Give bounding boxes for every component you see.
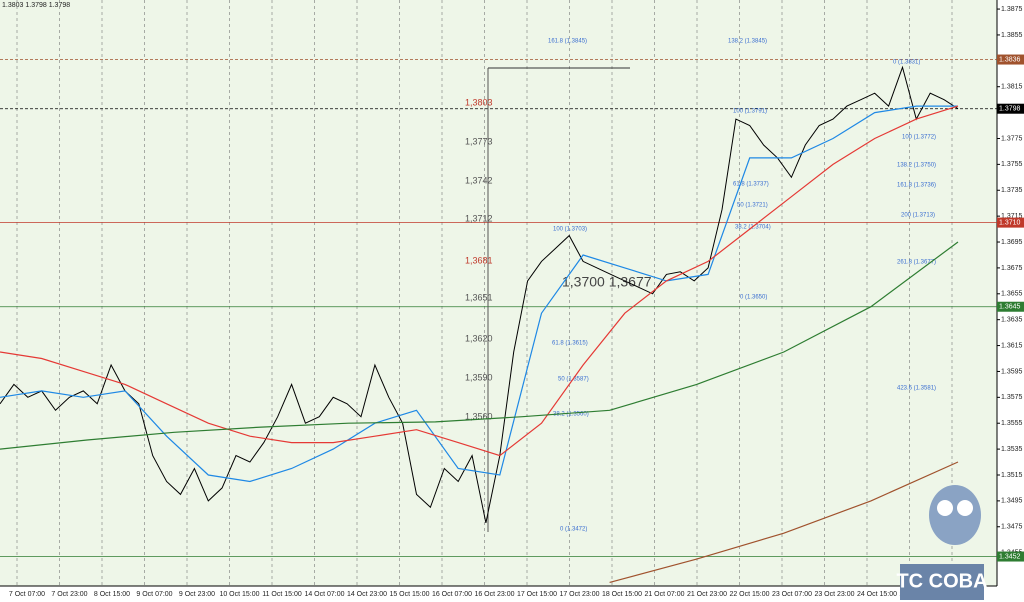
fib-label: 100 (1.3772) (902, 135, 936, 141)
y-tick-label: 1.3675 (1001, 265, 1023, 272)
fib-label: 0 (1.3650) (740, 295, 767, 301)
fib-label: 161.8 (1.3736) (897, 183, 936, 189)
level-box (997, 103, 1024, 114)
logo-band (900, 564, 984, 600)
x-tick-label: 23 Oct 23:00 (814, 591, 854, 598)
fib-label: 38.2 (1.3704) (735, 225, 771, 231)
fib-label: 138.2 (1.3750) (897, 163, 936, 169)
y-tick-label: 1.3655 (1001, 291, 1023, 298)
x-tick-label: 23 Oct 07:00 (772, 591, 812, 598)
x-tick-label: 16 Oct 07:00 (432, 591, 472, 598)
y-tick-label: 1.3535 (1001, 446, 1023, 453)
y-tick-label: 1.3595 (1001, 368, 1023, 375)
logo: TC COBA (896, 485, 988, 600)
x-tick-label: 17 Oct 15:00 (517, 591, 557, 598)
fib-label: 100 (1.3791) (733, 109, 767, 115)
x-tick-label: 14 Oct 23:00 (347, 591, 387, 598)
fib-label: 38.2 (1.3560) (553, 412, 589, 418)
level-label: 1.3710 (999, 219, 1021, 226)
x-tick-label: 9 Oct 23:00 (179, 591, 215, 598)
fib-label: 138.2 (1.3845) (728, 39, 767, 45)
x-tick-label: 24 Oct 15:00 (857, 591, 897, 598)
series-line (0, 105, 958, 483)
y-tick-label: 1.3615 (1001, 342, 1023, 349)
series-line (609, 461, 959, 583)
fib-label: 423.6 (1.3581) (897, 386, 936, 392)
owl (929, 485, 981, 545)
profile-label: 1,3712 (465, 213, 493, 223)
y-tick-label: 1.3735 (1001, 187, 1023, 194)
y-tick-label: 1.3695 (1001, 239, 1023, 246)
y-tick-label: 1.3575 (1001, 394, 1023, 401)
level-box (997, 301, 1024, 312)
x-tick-label: 21 Oct 23:00 (687, 591, 727, 598)
y-tick-label: 1.3475 (1001, 524, 1023, 531)
profile-label: 1,3681 (465, 255, 493, 265)
x-tick-label: 9 Oct 07:00 (136, 591, 172, 598)
x-tick-label: 21 Oct 07:00 (644, 591, 684, 598)
x-tick-label: 10 Oct 15:00 (219, 591, 259, 598)
fib-label: 0 (1.3472) (560, 527, 587, 533)
y-tick-label: 1.3775 (1001, 135, 1023, 142)
fib-label: 100 (1.3703) (553, 227, 587, 233)
x-tick-label: 11 Oct 15:00 (262, 591, 302, 598)
fib-label: 61.8 (1.3615) (552, 341, 588, 347)
series-line (0, 105, 959, 457)
level-box (997, 217, 1024, 228)
owl-eye (957, 500, 973, 516)
fib-label: 161.8 (1.3845) (548, 39, 587, 45)
fib-label: 50 (1.3721) (737, 203, 768, 209)
profile-label: 1,3620 (465, 333, 493, 343)
fib-label: 0 (1.3831) (893, 60, 920, 66)
profile-label: 1,3773 (465, 136, 493, 146)
profile-label: 1,3803 (465, 97, 493, 107)
fib-label: 61.8 (1.3737) (733, 182, 769, 188)
time-axis-bg (0, 586, 1024, 602)
profile-label: 1,3560 (465, 411, 493, 421)
x-tick-label: 7 Oct 23:00 (51, 591, 87, 598)
owl-eye (937, 500, 953, 516)
level-label: 1.3452 (999, 553, 1021, 560)
y-tick-label: 1.3555 (1001, 420, 1023, 427)
level-label: 1.3836 (999, 56, 1021, 63)
profile-note: 1,3700 1,3677 (562, 274, 652, 290)
fib-label: 200 (1.3713) (901, 213, 935, 219)
x-tick-label: 8 Oct 15:00 (94, 591, 130, 598)
series-line (0, 65, 959, 524)
x-tick-label: 16 Oct 23:00 (474, 591, 514, 598)
x-tick-label: 17 Oct 23:00 (559, 591, 599, 598)
fib-label: 261.8 (1.3677) (897, 260, 936, 266)
y-tick-label: 1.3815 (1001, 84, 1023, 91)
y-tick-label: 1.3855 (1001, 32, 1023, 39)
x-tick-label: 18 Oct 15:00 (602, 591, 642, 598)
x-tick-label: 22 Oct 15:00 (729, 591, 769, 598)
y-tick-label: 1.3715 (1001, 213, 1023, 220)
profile-label: 1,3590 (465, 372, 493, 382)
logo-text: TC COBA (896, 570, 987, 592)
price-axis-bg (997, 0, 1024, 602)
level-box (997, 551, 1024, 562)
y-tick-label: 1.3635 (1001, 317, 1023, 324)
x-tick-label: 14 Oct 07:00 (304, 591, 344, 598)
profile-label: 1,3742 (465, 175, 493, 185)
x-tick-label: 15 Oct 15:00 (389, 591, 429, 598)
chart-title: 1.3803 1.3798 1.3798 (2, 2, 70, 9)
x-tick-label: 7 Oct 07:00 (9, 591, 45, 598)
y-tick-label: 1.3755 (1001, 161, 1023, 168)
y-tick-label: 1.3495 (1001, 498, 1023, 505)
profile-label: 1,3651 (465, 292, 493, 302)
level-label: 1.3645 (999, 304, 1021, 311)
y-tick-label: 1.3515 (1001, 472, 1023, 479)
level-label: 1.3798 (999, 106, 1021, 113)
level-box (997, 54, 1024, 65)
y-tick-label: 1.3875 (1001, 6, 1023, 13)
series-line (0, 241, 959, 450)
